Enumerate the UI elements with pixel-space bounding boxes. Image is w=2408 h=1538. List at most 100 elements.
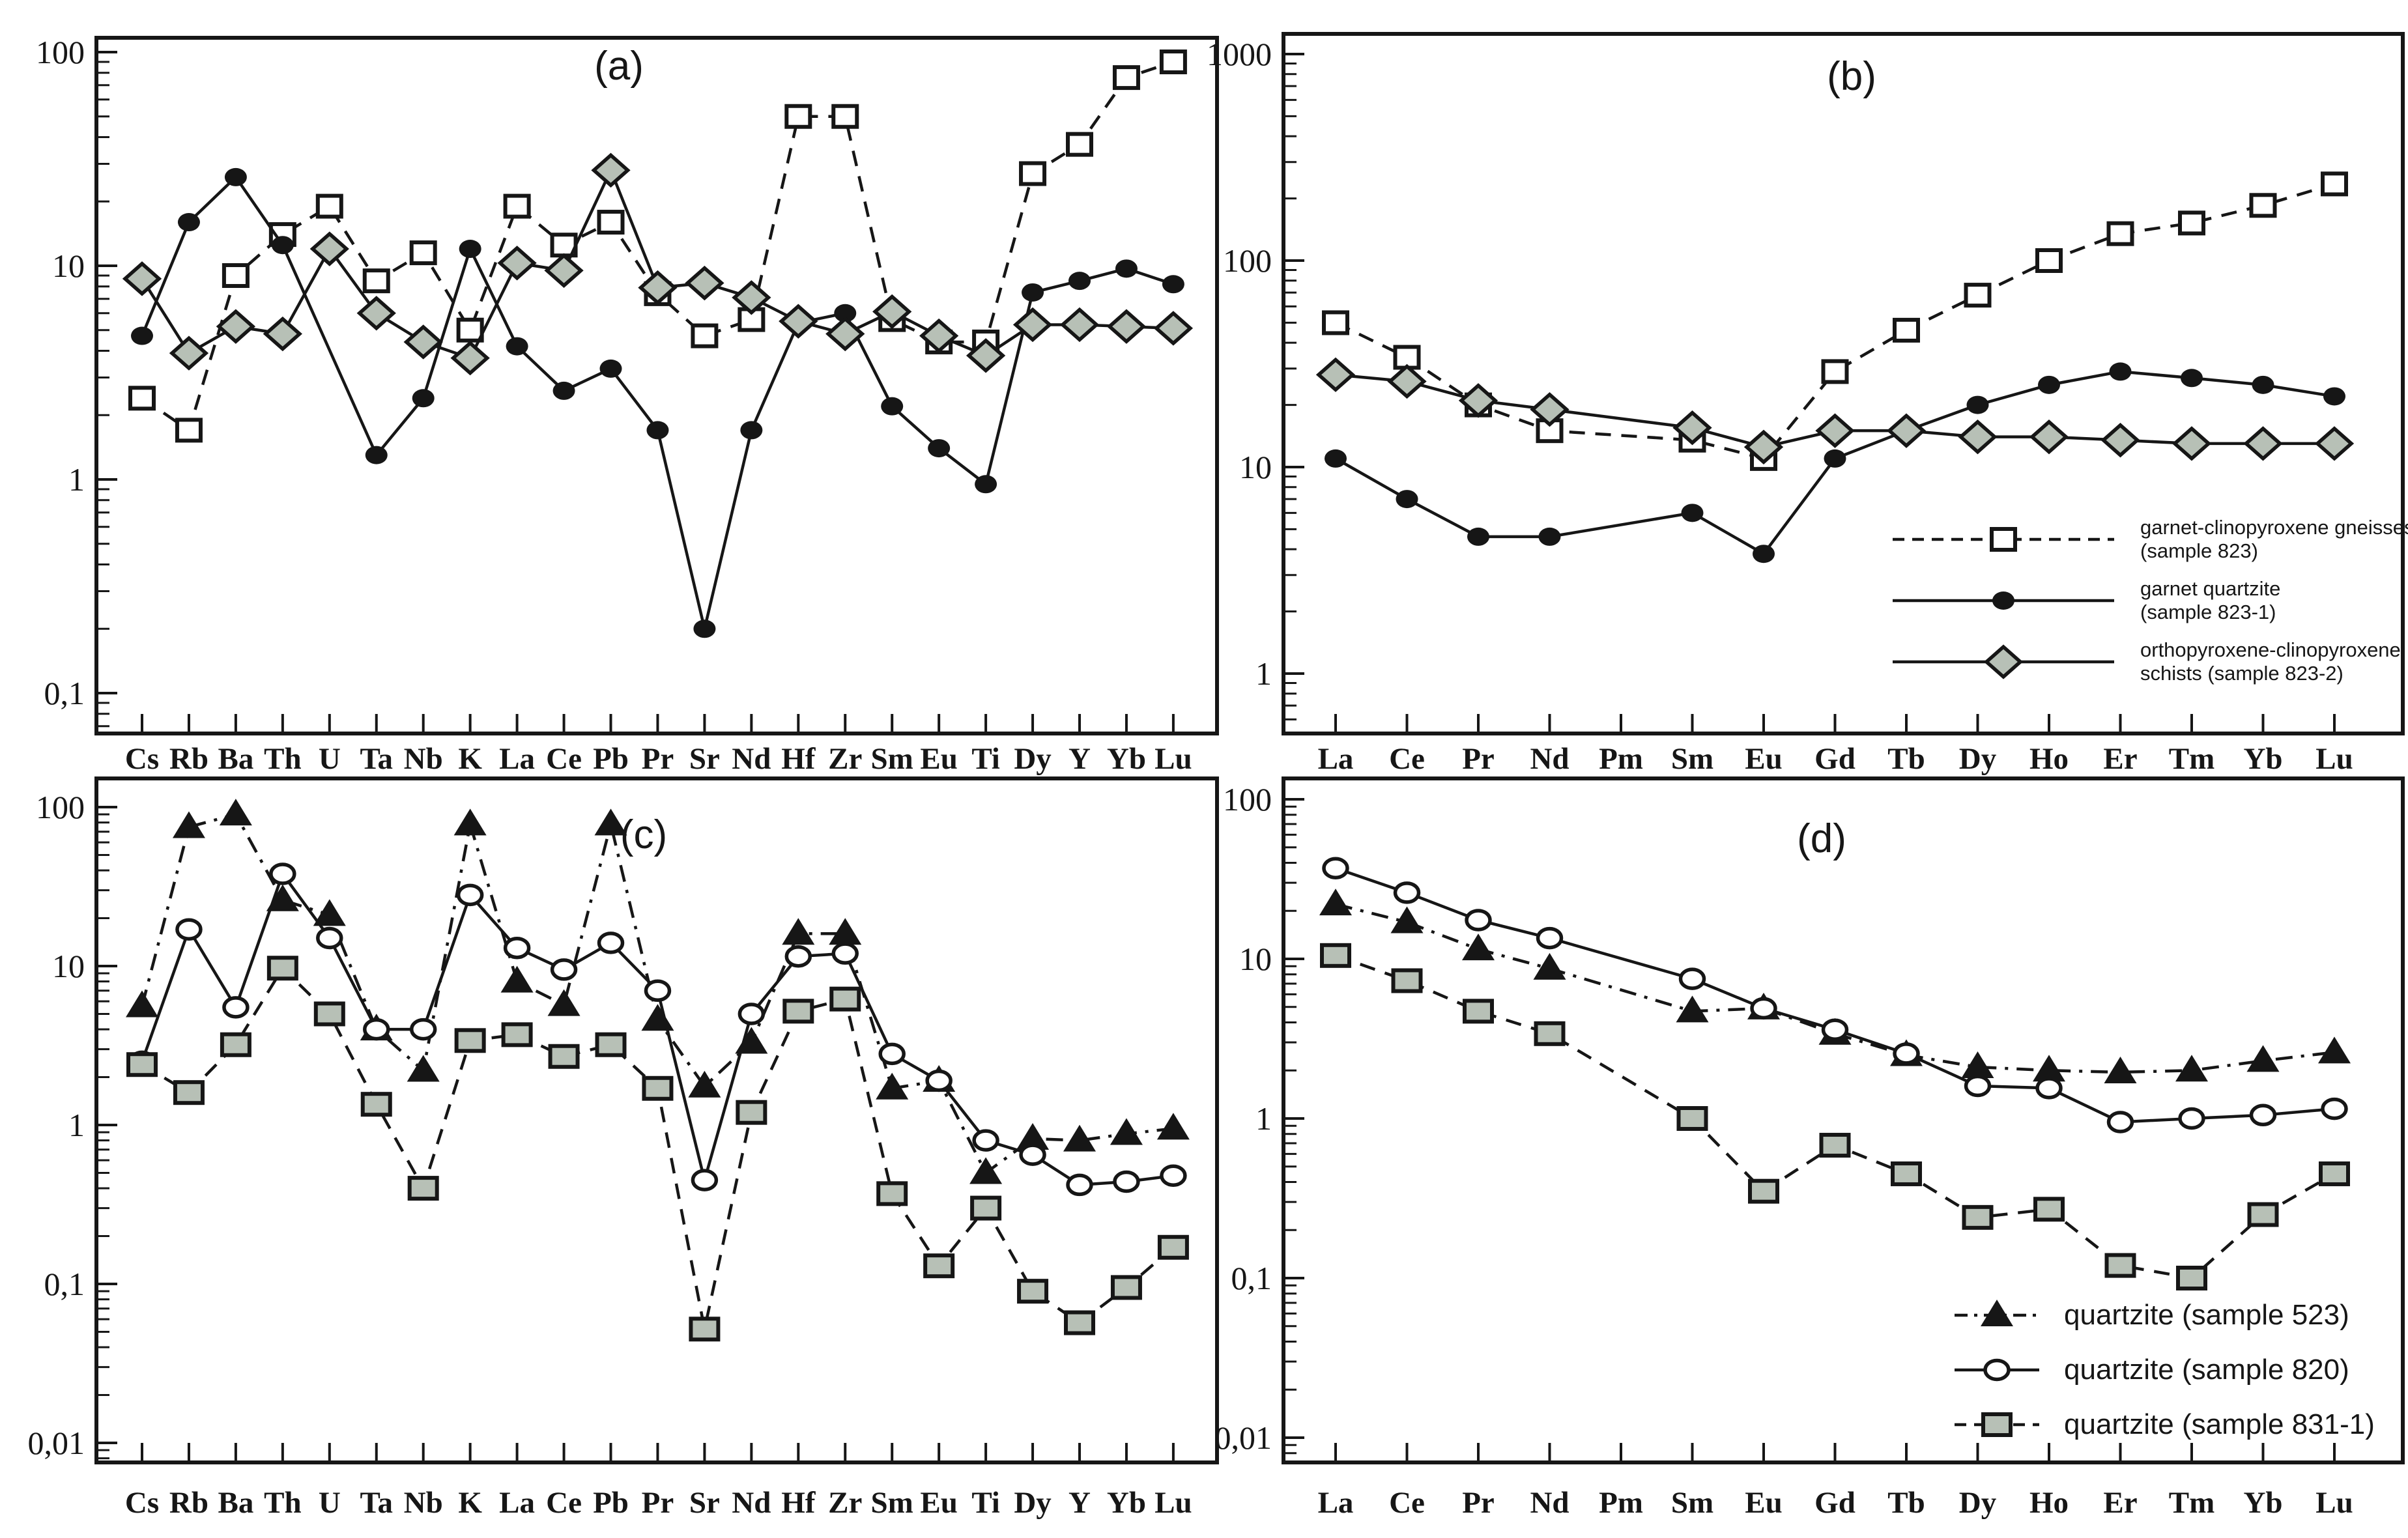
y-tick-label: 10 (1239, 941, 1272, 977)
y-axis: 100 10 1 0,1 (36, 34, 117, 728)
marker-diamond-gray-icon (825, 316, 865, 352)
panel-c-trace-element-diagram: 100 10 1 0,1 0,01 Cs Rb Ba Th U Ta Nb K La Ce Pb Pr Sr Nd H… (28, 776, 1219, 1520)
legend-item: quartzite (sample 820) (1955, 1354, 2349, 1386)
marker-circle-open-icon (1019, 1143, 1046, 1166)
marker-triangle-filled-icon (594, 808, 627, 836)
marker-diamond-gray-icon (2029, 420, 2069, 455)
y-tick-label: 1000 (1207, 36, 1272, 72)
marker-square-gray-icon (1534, 1021, 1566, 1046)
marker-circle-open-icon (1893, 1042, 1920, 1065)
marker-circle-open-icon (1322, 857, 1349, 880)
marker-circle-open-icon (2106, 1111, 2134, 1133)
marker-circle-filled-icon (1068, 272, 1091, 291)
plot-border (94, 36, 1219, 735)
x-category-label: Pm (1599, 1486, 1643, 1520)
marker-square-gray-icon (1157, 1234, 1189, 1260)
marker-diamond-gray-icon (169, 335, 209, 371)
marker-triangle-filled-icon (2318, 1036, 2351, 1064)
marker-square-gray-icon (1064, 1310, 1095, 1335)
marker-circle-filled-icon (177, 213, 200, 232)
marker-circle-filled-icon (1753, 545, 1775, 563)
legend: garnet-clinopyroxene gneisses(sample 823… (1893, 516, 2408, 685)
marker-triangle-filled-icon (1063, 1124, 1096, 1152)
marker-diamond-gray-icon (2314, 426, 2355, 461)
marker-circle-open-icon (175, 918, 203, 941)
x-axis: Cs Rb Ba Th U Ta Nb K La Ce Pb Pr Sr Nd Hf Zr Sm Eu Ti Dy Y Y… (125, 1443, 1192, 1520)
legend-label: quartzite (sample 831-1) (2064, 1408, 2375, 1440)
x-category-label: Yb (2243, 742, 2282, 776)
y-tick-label: 1 (68, 461, 85, 498)
panel-letter: (c) (620, 812, 667, 857)
x-category-label: La (1318, 1486, 1354, 1520)
panel-letter: (b) (1827, 54, 1876, 99)
marker-triangle-filled-icon (1676, 995, 1709, 1023)
legend-label: (sample 823) (2140, 539, 2258, 562)
plot-border (94, 776, 1219, 1464)
marker-square-gray-icon (2319, 1161, 2350, 1186)
panel-letter: (d) (1797, 816, 1846, 861)
marker-square-open-icon (175, 418, 203, 443)
marker-square-open-icon (1019, 161, 1047, 186)
x-category-label: Sm (1671, 1486, 1713, 1520)
marker-circle-filled-icon (928, 439, 951, 458)
marker-circle-filled-icon (1681, 504, 1704, 522)
marker-square-gray-icon (829, 986, 861, 1012)
marker-circle-open-icon (972, 1129, 999, 1152)
marker-diamond-gray-icon (1458, 383, 1498, 418)
marker-triangle-filled-icon (782, 918, 815, 945)
marker-diamond-gray-icon (2243, 426, 2283, 461)
x-category-label: Y (1068, 742, 1091, 776)
series-823-1 (1325, 362, 2345, 563)
marker-diamond-gray-icon (1983, 644, 2024, 679)
marker-square-open-icon (1322, 310, 1349, 335)
marker-circle-filled-icon (365, 446, 388, 464)
marker-circle-filled-icon (552, 381, 575, 400)
x-category-label: Gd (1814, 1486, 1856, 1520)
marker-triangle-filled-icon (500, 965, 534, 993)
panel-a-trace-element-diagram: 100 10 1 0,1 Cs Rb Ba Th U Ta Nb K La Ce Pb Pr Sr Nd Hf Zr S… (36, 34, 1219, 776)
marker-diamond-gray-icon (2100, 423, 2140, 458)
marker-square-gray-icon (1320, 943, 1351, 968)
marker-square-gray-icon (2033, 1197, 2065, 1222)
marker-triangle-filled-icon (969, 1157, 1003, 1184)
marker-circle-filled-icon (2109, 362, 2132, 381)
x-category-label: Hf (781, 1486, 816, 1520)
marker-circle-filled-icon (271, 236, 294, 255)
x-category-label: K (458, 1486, 482, 1520)
marker-diamond-gray-icon (1012, 307, 1053, 343)
x-category-label: Zr (828, 742, 862, 776)
marker-circle-open-icon (644, 979, 672, 1003)
marker-circle-open-icon (1678, 967, 1706, 990)
marker-diamond-gray-icon (1106, 309, 1147, 344)
marker-square-open-icon (1112, 65, 1140, 91)
x-category-label: Eu (1745, 742, 1783, 776)
x-category-label: Gd (1814, 742, 1856, 776)
x-category-label: Lu (2315, 1486, 2353, 1520)
marker-square-open-icon (409, 240, 437, 266)
marker-triangle-filled-icon (1981, 1300, 2013, 1326)
y-tick-label: 100 (1223, 242, 1272, 279)
x-category-label: Nd (1530, 742, 1569, 776)
marker-square-open-icon (784, 104, 812, 129)
series-823-2 (1315, 357, 2355, 464)
x-category-label: Lu (1154, 742, 1192, 776)
marker-circle-open-icon (363, 1018, 390, 1041)
marker-triangle-filled-icon (1462, 933, 1495, 961)
series-831-1 (1320, 943, 2350, 1290)
marker-circle-filled-icon (881, 397, 904, 416)
x-category-label: Eu (1745, 1486, 1783, 1520)
marker-square-open-icon (362, 268, 390, 294)
marker-circle-open-icon (784, 945, 812, 968)
panel-d-ree-diagram: 100 10 1 0,1 0,01 La Ce Pr Nd Pm Sm Eu Gd Tb Dy Ho Er Tm Y… (1215, 776, 2405, 1520)
marker-circle-filled-icon (2181, 369, 2203, 388)
marker-diamond-gray-icon (779, 304, 818, 339)
y-tick-label: 0,1 (44, 675, 85, 711)
marker-triangle-filled-icon (641, 1004, 674, 1031)
x-category-label: Nb (404, 1486, 443, 1520)
marker-circle-filled-icon (1538, 527, 1561, 546)
marker-circle-open-icon (316, 926, 343, 950)
x-category-label: Cs (125, 1486, 159, 1520)
y-tick-label: 10 (52, 948, 85, 984)
marker-triangle-filled-icon (313, 899, 346, 926)
